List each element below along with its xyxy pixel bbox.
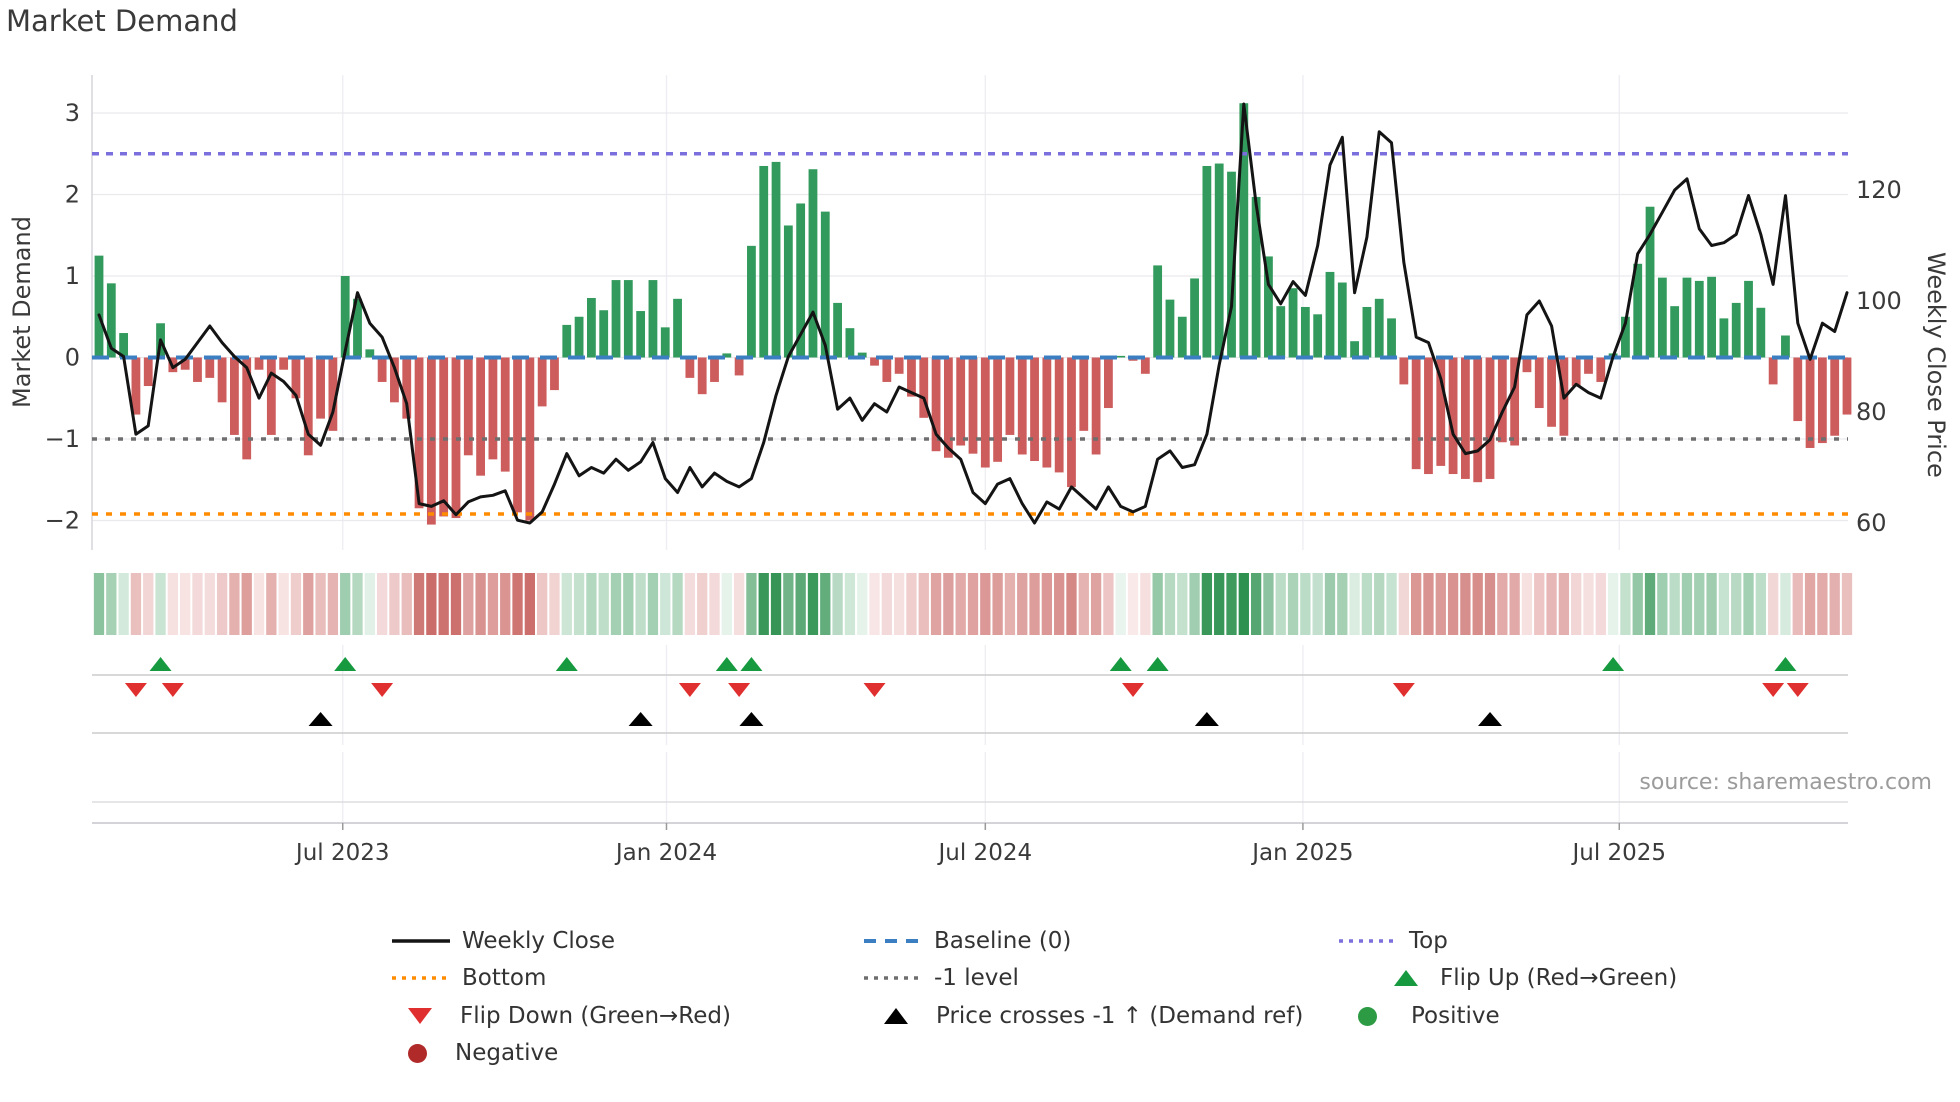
flip-down-marker-icon bbox=[728, 683, 751, 697]
flip-down-triangle-icon bbox=[408, 1008, 432, 1024]
right-axis-label: Weekly Close Price bbox=[1922, 252, 1950, 478]
right-tick-label: 120 bbox=[1856, 176, 1902, 204]
legend-label: Bottom bbox=[462, 965, 547, 991]
price-cross-marker-icon bbox=[739, 712, 764, 726]
price-cross-marker-icon bbox=[628, 712, 653, 726]
x-tick-label: Jul 2023 bbox=[294, 840, 390, 866]
flip-up-markers bbox=[149, 657, 1797, 671]
flip-up-marker-icon bbox=[334, 657, 357, 671]
left-tick-label: −2 bbox=[45, 507, 80, 535]
left-tick-label: 2 bbox=[65, 181, 80, 209]
legend-item-top: Top bbox=[1337, 926, 1448, 956]
flip-up-marker-icon bbox=[149, 657, 172, 671]
flip-down-marker-icon bbox=[1786, 683, 1809, 697]
flip-up-marker-icon bbox=[715, 657, 738, 671]
legend-label: Baseline (0) bbox=[934, 928, 1072, 954]
flip-down-marker-icon bbox=[863, 683, 886, 697]
legend-item-price-cross: Price crosses -1 ↑ (Demand ref) bbox=[884, 1001, 1303, 1031]
flip-up-marker-icon bbox=[1109, 657, 1132, 671]
price-line bbox=[97, 102, 1849, 525]
flip-up-marker-icon bbox=[1602, 657, 1625, 671]
baseline-dash-swatch-icon bbox=[864, 939, 922, 943]
flip-down-marker-icon bbox=[124, 683, 147, 697]
right-tick-labels: 120 100 80 60 bbox=[1856, 176, 1902, 537]
legend-item-positive: Positive bbox=[1358, 1001, 1500, 1031]
right-tick-label: 100 bbox=[1856, 287, 1902, 315]
flip-up-marker-icon bbox=[1146, 657, 1169, 671]
bottom-panel bbox=[92, 801, 1848, 830]
left-axis-label: Market Demand bbox=[8, 216, 36, 408]
x-tick-label: Jan 2025 bbox=[1250, 840, 1353, 866]
positive-dot-icon bbox=[1358, 1006, 1377, 1026]
flip-down-marker-icon bbox=[678, 683, 701, 697]
legend-item-flip-down: Flip Down (Green→Red) bbox=[408, 1001, 731, 1031]
left-tick-label: 3 bbox=[65, 99, 80, 127]
flip-down-marker-icon bbox=[1122, 683, 1145, 697]
heatmap-strip bbox=[93, 573, 1853, 635]
negative-dot-icon bbox=[408, 1043, 427, 1063]
legend-label: Top bbox=[1409, 928, 1448, 954]
legend-item-bottom: Bottom bbox=[390, 963, 546, 993]
flip-down-markers bbox=[124, 683, 1809, 697]
weekly-close-line-swatch-icon bbox=[392, 939, 450, 943]
x-tick-label: Jul 2024 bbox=[937, 840, 1033, 866]
legend-item-minus1: -1 level bbox=[862, 963, 1019, 993]
price-cross-marker-icon bbox=[1194, 712, 1219, 726]
price-cross-marker-icon bbox=[1478, 712, 1503, 726]
marker-panel bbox=[92, 674, 1848, 734]
x-tick-label: Jul 2025 bbox=[1570, 840, 1666, 866]
legend-item-weekly-close: Weekly Close bbox=[390, 926, 615, 956]
legend-label: Flip Up (Red→Green) bbox=[1440, 965, 1678, 991]
legend-label: Weekly Close bbox=[462, 928, 615, 954]
price-cross-marker-icon bbox=[308, 712, 333, 726]
flip-down-marker-icon bbox=[371, 683, 394, 697]
left-tick-label: 0 bbox=[65, 344, 80, 372]
legend-label: Flip Down (Green→Red) bbox=[460, 1003, 731, 1029]
level-lines bbox=[92, 152, 1848, 516]
source-note: source: sharemaestro.com bbox=[1639, 770, 1932, 795]
flip-up-triangle-icon bbox=[1394, 970, 1418, 986]
flip-up-marker-icon bbox=[1774, 657, 1797, 671]
x-tick-label: Jan 2024 bbox=[614, 840, 717, 866]
legend-label: Negative bbox=[455, 1040, 559, 1066]
left-tick-label: 1 bbox=[65, 262, 80, 290]
bottom-dotted-swatch-icon bbox=[392, 976, 450, 980]
right-tick-label: 60 bbox=[1856, 509, 1887, 537]
top-dotted-swatch-icon bbox=[1339, 939, 1397, 943]
flip-up-marker-icon bbox=[555, 657, 578, 671]
minus1-dotted-swatch-icon bbox=[864, 976, 922, 980]
legend-item-negative: Negative bbox=[408, 1038, 558, 1068]
flip-down-marker-icon bbox=[1762, 683, 1785, 697]
legend-item-flip-up: Flip Up (Red→Green) bbox=[1394, 963, 1677, 993]
left-tick-labels: 3 2 1 0 −1 −2 bbox=[45, 99, 80, 535]
flip-down-marker-icon bbox=[161, 683, 184, 697]
legend-label: -1 level bbox=[934, 965, 1019, 991]
legend-label: Positive bbox=[1411, 1003, 1500, 1029]
demand-bars bbox=[94, 103, 1852, 525]
legend-label: Price crosses -1 ↑ (Demand ref) bbox=[936, 1003, 1304, 1029]
price-cross-markers bbox=[308, 712, 1503, 726]
price-cross-triangle-icon bbox=[884, 1008, 908, 1024]
x-tick-labels: Jul 2023 Jan 2024 Jul 2024 Jan 2025 Jul 2025 bbox=[294, 840, 1666, 866]
right-tick-label: 80 bbox=[1856, 398, 1887, 426]
page-title: Market Demand bbox=[6, 4, 238, 38]
flip-up-marker-icon bbox=[740, 657, 763, 671]
legend-item-baseline: Baseline (0) bbox=[862, 926, 1071, 956]
left-tick-label: −1 bbox=[45, 425, 80, 453]
flip-down-marker-icon bbox=[1392, 683, 1415, 697]
